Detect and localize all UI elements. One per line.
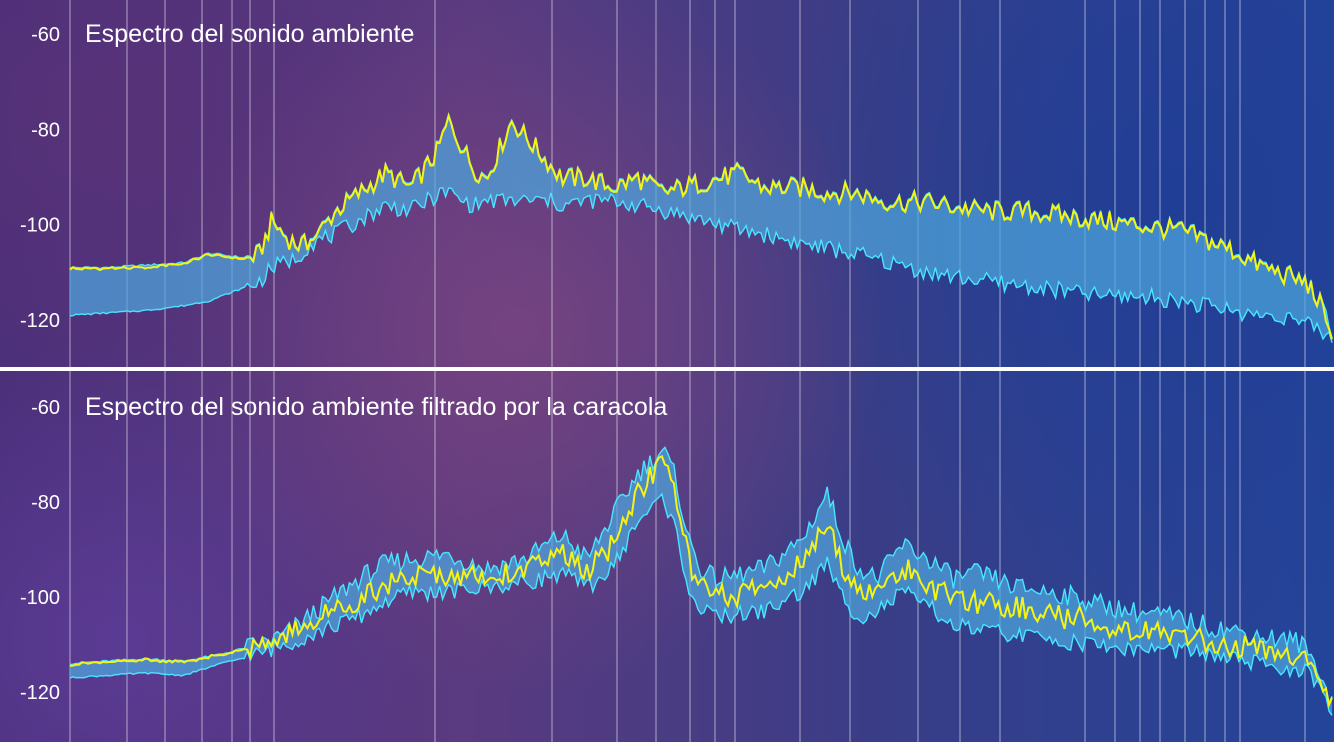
series-line-min [69,186,1333,343]
y-tick-label: -100 [20,215,60,237]
y-tick-label: -80 [31,119,60,141]
y-tick-label: -60 [31,24,60,46]
series-line-max [69,446,1333,706]
y-tick-label: -120 [20,682,60,704]
grid-lines [69,371,1306,742]
plot-area [69,446,1333,716]
series-line-min [69,492,1333,716]
y-tick-label: -60 [31,397,60,419]
chart-panel-filtered: -60 -80 -100 -120 Espectro del sonido ambie… [20,371,1333,742]
y-axis-ticks: -60 -80 -100 -120 [20,24,60,332]
series-line-max [69,111,1333,339]
y-tick-label: -100 [20,587,60,609]
chart-panel-ambient: -60 -80 -100 -120 Espectro del sonido ambie… [20,0,1333,367]
y-tick-label: -80 [31,492,60,514]
range-band [70,114,1332,343]
panel-divider [0,367,1334,371]
series-line-mean [69,454,1333,709]
plot-area [69,111,1333,343]
y-axis-ticks: -60 -80 -100 -120 [20,397,60,704]
y-tick-label: -120 [20,310,60,332]
series-line-mean [69,112,1333,340]
chart-title: Espectro del sonido ambiente [85,20,414,48]
chart-title: Espectro del sonido ambiente filtrado po… [85,393,667,421]
